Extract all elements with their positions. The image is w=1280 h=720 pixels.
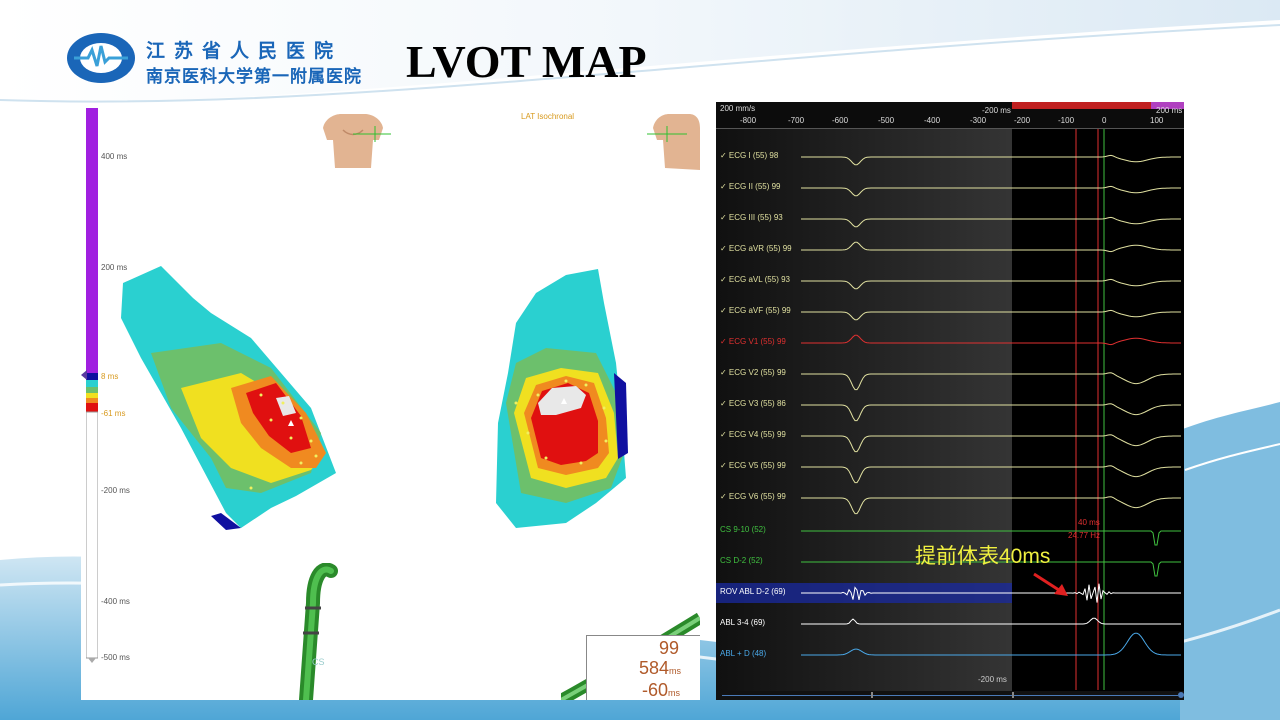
lat-readout-inset: 99 584ms -60ms LAT <box>586 635 700 700</box>
scale-tick: 0 <box>1102 116 1107 125</box>
lat-marker-icon[interactable] <box>81 370 87 380</box>
ecg-trace <box>801 216 1181 228</box>
scale-top-label: -200 ms <box>982 106 1011 115</box>
ecg-trace <box>801 278 1181 290</box>
channel-label[interactable]: ✓ ECG aVR (55) 99 <box>720 244 792 253</box>
channel-label[interactable]: ✓ ECG V6 (55) 99 <box>720 492 786 501</box>
ecg-trace <box>801 632 1181 656</box>
ecg-trace <box>801 434 1181 453</box>
channel-label[interactable]: ✓ ECG II (55) 99 <box>720 182 781 191</box>
ecg-trace <box>801 496 1181 515</box>
channel-label[interactable]: ✓ ECG aVF (55) 99 <box>720 306 791 315</box>
window-shading <box>716 128 1012 700</box>
channel-label[interactable]: CS 9-10 (52) <box>720 525 766 534</box>
scale-tick: -700 <box>788 116 805 125</box>
lat-tick: -61 ms <box>101 409 126 418</box>
caliper-rate: 24.77 Hz <box>1068 531 1101 540</box>
lat-tick: -200 ms <box>101 486 130 495</box>
sweep-speed: 200 mm/s <box>720 104 756 113</box>
bottom-time-label: -200 ms <box>978 675 1007 684</box>
channel-label[interactable]: ABL + D (48) <box>720 649 767 658</box>
scale-tick: -600 <box>832 116 849 125</box>
caliper-interval: 40 ms <box>1078 518 1100 527</box>
lat-tag: LAT <box>595 684 617 698</box>
ecg-trace <box>801 617 1181 625</box>
lat-tick: 8 ms <box>101 372 119 381</box>
scale-tick: -100 <box>1058 116 1075 125</box>
ecg-trace <box>801 465 1181 484</box>
ecg-trace <box>801 185 1181 197</box>
catheter-cs[interactable] <box>291 563 341 700</box>
lat-tick: -400 ms <box>101 597 130 606</box>
hospital-affiliation-cn: 南京医科大学第一附属医院 <box>146 67 362 87</box>
lat-tick: -500 ms <box>101 653 130 662</box>
lat-isochronal-label: LAT Isochronal <box>521 112 575 121</box>
ecg-trace <box>801 372 1181 391</box>
red-arrow-icon <box>1033 572 1068 596</box>
scale-tick: -200 <box>1014 116 1031 125</box>
ecg-traces[interactable] <box>716 102 1184 700</box>
channel-label[interactable]: CS D-2 (52) <box>720 556 763 565</box>
channel-label[interactable]: ✓ ECG V4 (55) 99 <box>720 430 786 439</box>
scale-tick: -800 <box>740 116 757 125</box>
time-scale-bar[interactable]: 200 mm/s -200 ms 200 ms -800 -700 -600 -… <box>716 102 1184 129</box>
readout-value-3: -60ms <box>642 680 681 700</box>
channel-label[interactable]: ✓ ECG V3 (55) 86 <box>720 399 786 408</box>
ecg-signals-panel: 200 mm/s -200 ms 200 ms -800 -700 -600 -… <box>716 102 1184 700</box>
ecg-trace <box>801 241 1181 253</box>
channel-label[interactable]: ✓ ECG V2 (55) 99 <box>720 368 786 377</box>
lvot-shell-right-view[interactable] <box>486 263 646 543</box>
scale-tick: -400 <box>924 116 941 125</box>
review-scrollbar[interactable] <box>716 691 1184 700</box>
readout-value-1: 99 <box>659 638 680 658</box>
ecg-trace <box>801 334 1181 346</box>
channel-label[interactable]: ✓ ECG aVL (55) 93 <box>720 275 790 284</box>
channel-label[interactable]: ABL 3-4 (69) <box>720 618 766 627</box>
ecg-trace <box>801 561 1181 577</box>
ecg-trace <box>801 309 1181 321</box>
channel-label[interactable]: ✓ ECG I (55) 98 <box>720 151 779 160</box>
readout-value-2: 584ms <box>639 658 682 678</box>
lvot-shell-left-view[interactable] <box>111 258 351 538</box>
catheter-label: CS <box>312 657 325 667</box>
torso-orientation-icon[interactable] <box>313 110 393 170</box>
scale-tick: -500 <box>878 116 895 125</box>
ecg-trace <box>801 403 1181 422</box>
channel-labels: ✓ ECG I (55) 98 ✓ ECG II (55) 99 ✓ ECG III… <box>716 102 826 700</box>
torso-orientation-icon-2[interactable] <box>647 110 700 170</box>
lat-color-bar <box>86 108 98 663</box>
channel-label[interactable]: ✓ ECG V1 (55) 99 <box>720 337 786 346</box>
hospital-name-cn: 江苏省人民医院 <box>146 40 343 62</box>
lat-tick: 400 ms <box>101 152 128 161</box>
annotation-text: 提前体表40ms <box>915 545 1051 568</box>
channel-label[interactable]: ROV ABL D-2 (69) <box>720 587 786 596</box>
scale-tick: 100 <box>1150 116 1164 125</box>
channel-label[interactable]: ✓ ECG III (55) 93 <box>720 213 783 222</box>
ecg-trace <box>801 583 1181 603</box>
scale-right-label: 200 ms <box>1156 106 1183 115</box>
window-marker-2 <box>1151 102 1184 109</box>
channel-label[interactable]: ✓ ECG V5 (55) 99 <box>720 461 786 470</box>
ecg-trace <box>801 530 1181 546</box>
lat-tick: 200 ms <box>101 263 128 272</box>
ecg-trace <box>801 154 1181 166</box>
slide-title: LVOT MAP <box>406 36 647 87</box>
scale-tick: -300 <box>970 116 987 125</box>
window-marker <box>1012 102 1172 109</box>
activation-map-panel: 400 ms 200 ms 8 ms -61 ms -200 ms -400 m… <box>81 108 700 700</box>
heartbeat-logo-icon <box>67 33 135 83</box>
